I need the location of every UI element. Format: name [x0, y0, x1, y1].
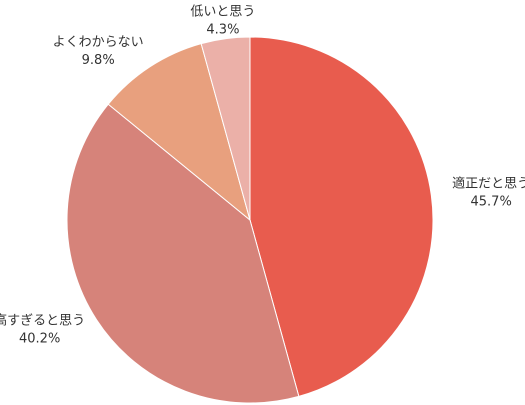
slice-value-label: 9.8%	[82, 53, 115, 68]
slice-value-label: 4.3%	[206, 22, 239, 37]
slice-value-label: 45.7%	[471, 194, 512, 209]
slice-value-label: 40.2%	[19, 331, 60, 346]
pie-slice	[249, 36, 434, 397]
slice-label: 低いと思う	[190, 4, 255, 19]
pie-slice	[107, 43, 251, 222]
pie-slice	[66, 103, 300, 404]
slice-label: よくわからない	[53, 35, 144, 50]
pie-slice	[200, 36, 251, 221]
slice-label: 高すぎると思う	[0, 312, 85, 328]
slice-label: 適正だと思う	[452, 175, 525, 191]
